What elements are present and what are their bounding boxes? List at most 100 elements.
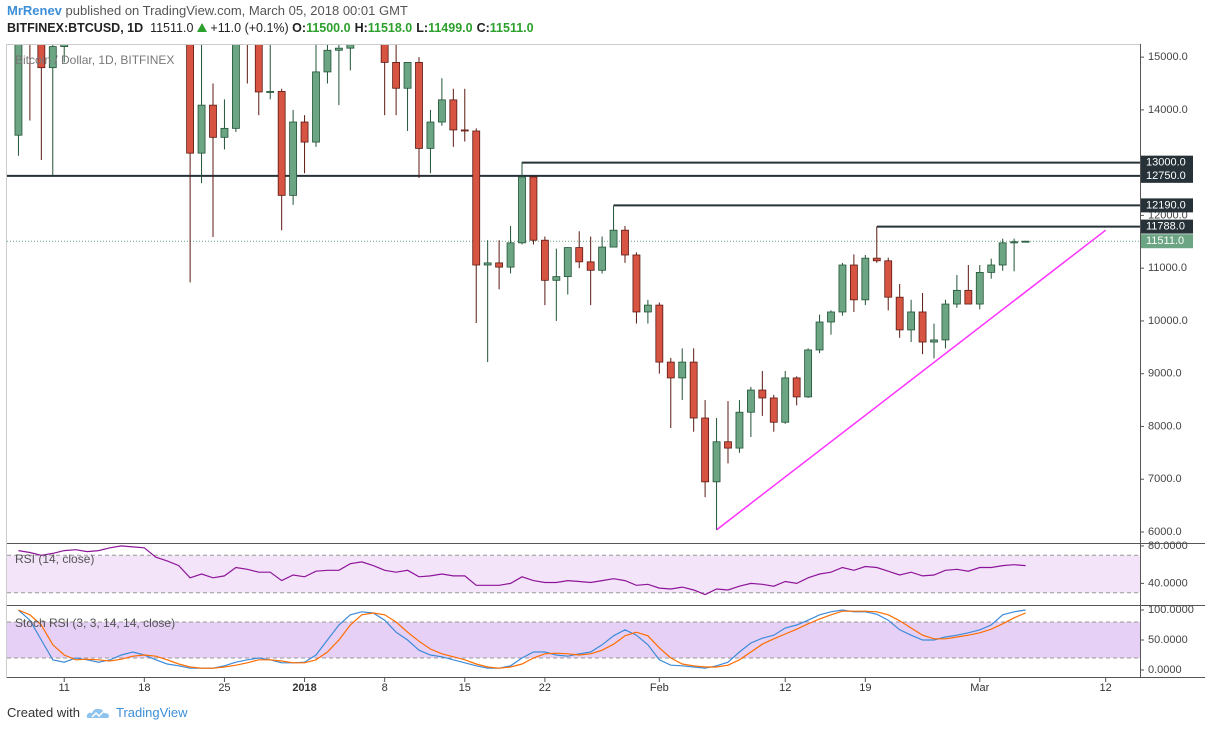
author[interactable]: MrRenev [7, 3, 62, 18]
y-tick-label: 6000.0 [1148, 526, 1182, 538]
candle-body [792, 377, 801, 398]
candle-body [655, 304, 664, 363]
candle-body [231, 45, 240, 129]
y-tick-label: 0.0000 [1148, 664, 1182, 676]
x-tick-label: 8 [382, 682, 388, 694]
candle-body [186, 45, 195, 154]
candle-body [563, 247, 572, 278]
indicator-line [18, 545, 1026, 596]
indicator-line [18, 609, 1026, 669]
candle-body [220, 127, 229, 138]
candle-body [540, 239, 549, 281]
last: 11511.0 [150, 21, 194, 35]
quote-value: 11500.0 [306, 21, 351, 35]
candle-body [861, 257, 870, 301]
x-tick-label: 2018 [292, 682, 316, 694]
candle-body [643, 304, 652, 313]
candle-body [586, 261, 595, 271]
candle-body [26, 0, 33, 4]
candle-body [460, 129, 469, 132]
candle-body [209, 104, 217, 138]
candle-body [632, 254, 641, 313]
y-tick-label: 10000.0 [1148, 315, 1188, 327]
candle-body [804, 349, 813, 398]
candle-body [975, 271, 984, 305]
candle-body [518, 176, 526, 244]
candle-body [838, 264, 847, 313]
candle-body [895, 296, 904, 331]
created-with: Created with [7, 705, 80, 720]
candle-body [666, 361, 675, 379]
frame [6, 44, 1205, 678]
candle-body [449, 99, 458, 131]
candle-body [323, 49, 332, 73]
candle-body [300, 121, 309, 143]
level-label-box [1141, 219, 1193, 234]
candle-body [884, 260, 893, 298]
quote-value: 11518.0 [367, 21, 413, 35]
level-label-box [1141, 155, 1193, 170]
candle-body [266, 91, 275, 93]
candle-body [769, 397, 778, 423]
legend: Bitcoin / Dollar, 1D, BITFINEX [15, 53, 174, 67]
candle-body [964, 289, 973, 305]
candle-body [701, 417, 710, 483]
y-tick-label: 14000.0 [1148, 104, 1188, 116]
x-tick-label: 19 [859, 682, 871, 694]
candle-body [380, 45, 389, 63]
candle-body [598, 246, 607, 271]
candle-body [254, 45, 263, 93]
rsi-pane [7, 545, 1140, 596]
candle-body [930, 339, 938, 343]
x-tick-label: 12 [779, 682, 791, 694]
candle-body [312, 71, 320, 143]
candle-body [48, 46, 57, 69]
x-tick-label: Mar [970, 682, 989, 694]
quote-value: 11511.0 [489, 21, 534, 35]
candle-body [244, 15, 251, 36]
candle-body [735, 411, 744, 449]
band [7, 621, 1140, 658]
candle-body [392, 62, 401, 89]
axes: 6000.0 7000.0 8000.0 9000.0 10000.0 11000.0 12… [59, 51, 1194, 694]
level-label-box [1141, 168, 1193, 183]
x-tick-label: 12 [1100, 682, 1112, 694]
price-pane [7, 0, 1140, 531]
candle-body [197, 104, 206, 154]
candle-body [415, 62, 423, 149]
x-tick-label: 22 [539, 682, 551, 694]
y-tick-label: 40.0000 [1148, 577, 1188, 589]
x-tick-label: Feb [650, 682, 669, 694]
brand[interactable]: TradingView [115, 705, 188, 720]
candle-body [689, 361, 698, 419]
trendline [716, 229, 1107, 531]
header-line: MrRenev published on TradingView.com, Ma… [7, 3, 408, 18]
candle-body [815, 321, 824, 351]
chart: 6000.0 7000.0 8000.0 9000.0 10000.0 11000.0 12… [6, 0, 1205, 694]
last-price-box [1141, 234, 1193, 249]
candle-body [952, 289, 961, 305]
stoch-pane [7, 609, 1140, 669]
candle-body [918, 311, 927, 343]
candle-body [37, 45, 46, 69]
level-label: 12190.0 [1146, 199, 1186, 211]
candle-body [14, 45, 23, 136]
y-tick-label: 100.0000 [1148, 604, 1194, 616]
candle-body [60, 45, 69, 47]
published: published on TradingView.com, March 05, … [65, 3, 408, 18]
candle-body [724, 441, 732, 449]
band [7, 555, 1140, 593]
candle-body [907, 311, 916, 331]
last-price-label: 11511.0 [1146, 235, 1184, 247]
candle-body [575, 247, 584, 263]
candle-body [495, 262, 504, 268]
candle-body [472, 130, 481, 266]
x-tick-label: 15 [459, 682, 471, 694]
candle-body [277, 91, 286, 196]
candle-body [987, 264, 996, 273]
candle-body [334, 47, 343, 51]
candle-body [1021, 240, 1030, 243]
candle-body [552, 276, 561, 281]
